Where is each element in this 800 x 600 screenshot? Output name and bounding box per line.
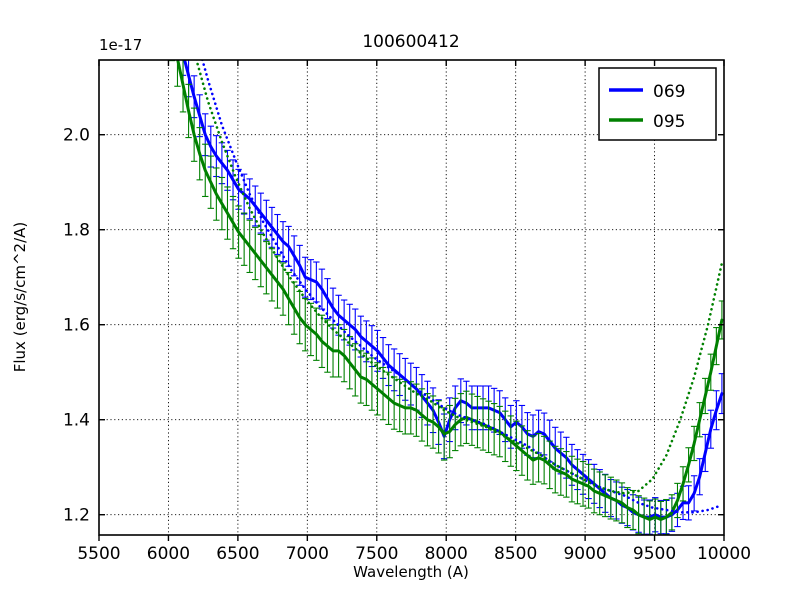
x-tick-label: 9000 — [563, 544, 606, 564]
x-tick-label: 8500 — [494, 544, 537, 564]
series-095-model — [195, 60, 724, 495]
y-tick-label: 1.4 — [63, 411, 90, 431]
legend-label-095: 095 — [653, 112, 685, 132]
axes-frame — [98, 59, 725, 536]
x-tick-label: 7000 — [286, 544, 329, 564]
y-tick-label: 1.8 — [63, 221, 90, 241]
x-tick-label: 10000 — [697, 544, 751, 564]
y-axis-label: Flux (erg/s/cm^2/A) — [11, 222, 29, 373]
series-069-model — [201, 60, 724, 514]
x-tick-label: 9500 — [633, 544, 676, 564]
legend-box[interactable] — [598, 67, 717, 141]
legend-label-069: 069 — [653, 82, 685, 102]
data-series-layer — [168, 60, 724, 535]
x-axis-label: Wavelength (A) — [353, 563, 469, 581]
x-tick-label: 8000 — [425, 544, 468, 564]
x-tick-label: 5500 — [77, 544, 120, 564]
axis-ticks: 5500 6000 6500 7000 7500 8000 8500 9000 9500 1000… — [63, 60, 751, 564]
series-line-095-model — [195, 60, 724, 495]
series-line-069-model — [201, 60, 724, 514]
y-tick-label: 1.2 — [63, 506, 90, 526]
y-tick-label: 2.0 — [63, 126, 90, 146]
x-tick-label: 6000 — [147, 544, 190, 564]
y-axis-offset-label: 1e-17 — [99, 36, 142, 54]
x-tick-label: 6500 — [216, 544, 259, 564]
series-095 — [168, 60, 724, 535]
chart-legend[interactable]: 069 095 — [598, 67, 717, 141]
series-line-095 — [176, 60, 724, 521]
y-tick-label: 1.6 — [63, 316, 90, 336]
x-tick-label: 7500 — [355, 544, 398, 564]
page-title: 100600412 — [362, 32, 459, 52]
